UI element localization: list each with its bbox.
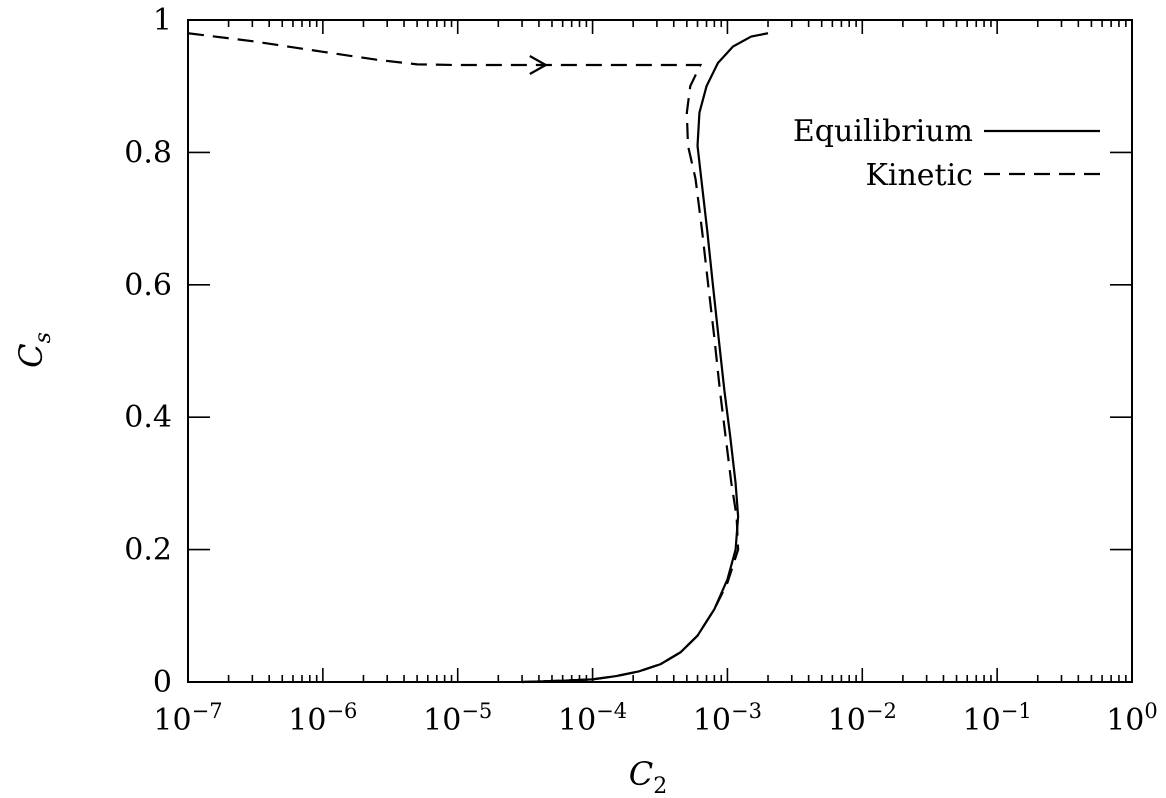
- x-tick-label: 10−3: [693, 699, 762, 738]
- x-tick-label: 100: [1106, 699, 1158, 738]
- y-axis-label: Cs: [12, 332, 56, 368]
- legend: Equilibrium Kinetic: [793, 114, 1100, 193]
- x-tick-label: 10−7: [153, 699, 222, 738]
- y-tick-label: 0.8: [124, 135, 172, 170]
- x-axis-ticks: 10−7 10−6 10−5 10−4 10−3 10−2 10−1 100: [153, 20, 1158, 738]
- x-tick-label: 10−2: [828, 699, 897, 738]
- y-axis-label-subscript: s: [31, 332, 56, 343]
- y-tick-label: 0.4: [124, 400, 172, 435]
- x-tick-label: 10−5: [423, 699, 492, 738]
- x-axis-label: C2: [629, 755, 667, 798]
- x-tick-label: 10−1: [963, 699, 1032, 738]
- series-equilibrium-line: [522, 32, 769, 684]
- y-tick-label: 0: [153, 665, 172, 700]
- series-group: [187, 32, 769, 684]
- legend-label-kinetic: Kinetic: [865, 158, 973, 193]
- x-tick-label: 10−4: [558, 699, 627, 738]
- y-axis-ticks: 0 0.2 0.4 0.6 0.8 1: [124, 3, 1132, 700]
- legend-label-equilibrium: Equilibrium: [793, 114, 973, 149]
- x-axis-label-subscript: 2: [653, 774, 667, 798]
- plot-frame: [187, 19, 1133, 683]
- y-tick-label: 0.6: [124, 268, 172, 303]
- y-tick-label: 1: [153, 3, 172, 38]
- series-kinetic-arrowhead: [529, 55, 549, 75]
- series-kinetic-line: [187, 32, 740, 684]
- y-tick-label: 0.2: [124, 533, 172, 568]
- x-tick-label: 10−6: [288, 699, 357, 738]
